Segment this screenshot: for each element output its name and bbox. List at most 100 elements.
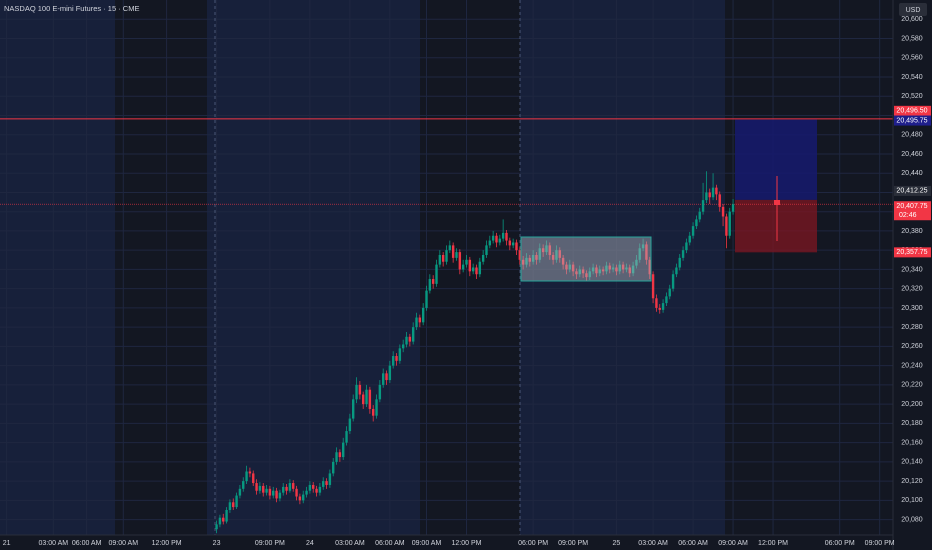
entry-marker[interactable] xyxy=(774,200,780,205)
candle-body xyxy=(568,264,571,270)
candle-body xyxy=(425,290,428,308)
y-tick-label: 20,280 xyxy=(901,324,923,331)
price-label: 20,496.50 xyxy=(896,108,927,115)
candle-body xyxy=(665,296,668,304)
x-tick-label: 06:00 PM xyxy=(825,540,855,547)
candle-body xyxy=(312,484,315,489)
candle-body xyxy=(631,265,635,274)
candle-body xyxy=(431,279,435,284)
x-tick-label: 12:00 PM xyxy=(452,540,482,547)
price-label: 20,357.75 xyxy=(896,249,927,256)
candle-body xyxy=(718,194,721,207)
candle-body xyxy=(358,384,362,395)
currency-button[interactable] xyxy=(899,3,927,16)
candle-body xyxy=(448,245,452,251)
candle-body xyxy=(538,248,541,260)
candle-body xyxy=(515,242,518,251)
candle-body xyxy=(458,252,462,270)
y-tick-label: 20,220 xyxy=(901,382,923,389)
candle-body xyxy=(558,250,561,258)
candle-body xyxy=(668,288,671,297)
candle-body xyxy=(578,269,581,275)
candle-body xyxy=(601,269,605,272)
price-label-box xyxy=(894,105,931,116)
candle-body xyxy=(545,245,548,253)
candle-body xyxy=(228,502,232,510)
price-label: 20,407.75 xyxy=(896,203,927,210)
candle-body xyxy=(318,486,322,493)
candle-body xyxy=(305,490,308,495)
candle-body xyxy=(478,261,482,275)
candle-body xyxy=(218,517,222,525)
y-tick-label: 20,320 xyxy=(901,286,923,293)
candle-body xyxy=(651,274,655,299)
candle-body xyxy=(252,473,255,484)
y-tick-label: 20,080 xyxy=(901,516,923,523)
candle-body xyxy=(308,484,312,491)
x-tick-label: 24 xyxy=(306,540,314,547)
x-tick-label: 09:00 AM xyxy=(412,540,442,547)
candle-body xyxy=(435,264,438,284)
candle-body xyxy=(455,252,458,258)
candle-body xyxy=(248,471,252,474)
candle-body xyxy=(615,267,618,272)
candle-body xyxy=(501,232,505,239)
candle-body xyxy=(685,242,688,251)
candle-body xyxy=(288,483,292,491)
candle-body xyxy=(595,267,598,274)
y-tick-label: 20,480 xyxy=(901,132,923,139)
candle-body xyxy=(418,317,422,323)
price-label-box xyxy=(894,201,931,221)
candle-body xyxy=(322,481,325,487)
candle-body xyxy=(378,384,382,400)
candle-body xyxy=(638,248,641,260)
candle-body xyxy=(561,257,565,265)
candle-body xyxy=(335,452,338,462)
candle-body xyxy=(648,259,651,275)
y-tick-label: 20,380 xyxy=(901,228,923,235)
x-tick-label: 09:00 PM xyxy=(255,540,285,547)
candle-body xyxy=(655,298,658,308)
candle-body xyxy=(405,336,408,345)
candle-body xyxy=(235,495,238,508)
candle-body xyxy=(585,273,588,278)
candle-body xyxy=(588,271,591,278)
candle-body xyxy=(621,264,625,270)
candle-body xyxy=(298,496,302,501)
x-tick-label: 09:00 AM xyxy=(108,540,138,547)
candle-body xyxy=(408,336,412,342)
x-tick-label: 06:00 AM xyxy=(375,540,405,547)
candle-body xyxy=(465,259,468,265)
y-tick-label: 20,160 xyxy=(901,439,923,446)
candle-body xyxy=(355,384,358,400)
y-tick-label: 20,140 xyxy=(901,459,923,466)
session-off xyxy=(115,0,207,535)
y-tick-label: 20,580 xyxy=(901,35,923,42)
candle-body xyxy=(361,394,365,405)
candle-body xyxy=(498,238,502,243)
candle-body xyxy=(475,267,478,275)
candle-body xyxy=(481,254,485,262)
y-tick-label: 20,200 xyxy=(901,401,923,408)
candle-body xyxy=(468,259,472,272)
candle-body xyxy=(721,206,725,217)
candle-body xyxy=(675,267,678,275)
session-off xyxy=(725,0,893,535)
candle-body xyxy=(381,373,385,385)
y-tick-label: 20,240 xyxy=(901,362,923,369)
candle-body xyxy=(581,269,585,274)
candle-body xyxy=(641,244,645,249)
candle-body xyxy=(282,486,285,493)
y-tick-label: 20,560 xyxy=(901,55,923,62)
y-tick-label: 20,180 xyxy=(901,420,923,427)
candle-body xyxy=(471,267,475,272)
x-tick-label: 21 xyxy=(3,540,11,547)
x-tick-label: 12:00 PM xyxy=(758,540,788,547)
candle-body xyxy=(731,204,735,212)
candle-body xyxy=(708,192,711,198)
candle-body xyxy=(671,274,675,289)
price-axis xyxy=(893,0,932,550)
rectangle-drawing[interactable] xyxy=(520,236,652,282)
